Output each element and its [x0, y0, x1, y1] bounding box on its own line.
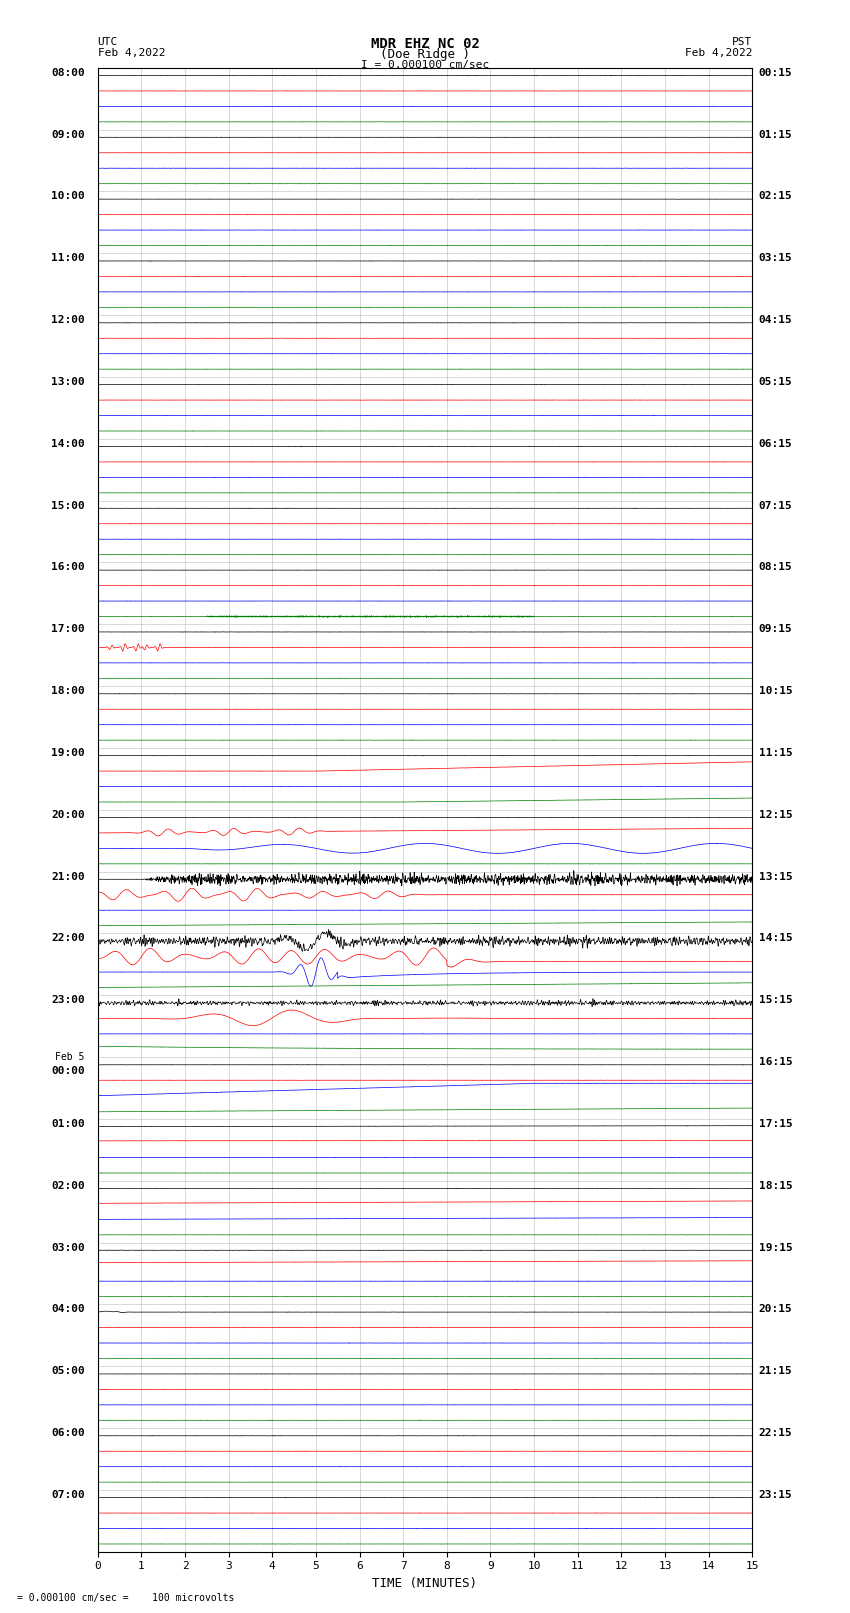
Text: 15:00: 15:00 [51, 500, 85, 511]
Text: 09:00: 09:00 [51, 129, 85, 140]
Text: 03:00: 03:00 [51, 1242, 85, 1253]
Text: 12:15: 12:15 [759, 810, 792, 819]
Text: 12:00: 12:00 [51, 315, 85, 326]
Text: 08:00: 08:00 [51, 68, 85, 77]
Text: MDR EHZ NC 02: MDR EHZ NC 02 [371, 37, 479, 52]
Text: 18:15: 18:15 [759, 1181, 792, 1190]
Text: 23:00: 23:00 [51, 995, 85, 1005]
Text: 15:15: 15:15 [759, 995, 792, 1005]
Text: Feb 5: Feb 5 [55, 1052, 85, 1061]
Text: 00:15: 00:15 [759, 68, 792, 77]
Text: 13:15: 13:15 [759, 871, 792, 882]
X-axis label: TIME (MINUTES): TIME (MINUTES) [372, 1578, 478, 1590]
Text: (Doe Ridge ): (Doe Ridge ) [380, 48, 470, 61]
Text: 17:15: 17:15 [759, 1119, 792, 1129]
Text: 18:00: 18:00 [51, 686, 85, 697]
Text: I = 0.000100 cm/sec: I = 0.000100 cm/sec [361, 60, 489, 69]
Text: 22:00: 22:00 [51, 934, 85, 944]
Text: 04:15: 04:15 [759, 315, 792, 326]
Text: 21:15: 21:15 [759, 1366, 792, 1376]
Text: 16:15: 16:15 [759, 1057, 792, 1068]
Text: 10:00: 10:00 [51, 192, 85, 202]
Text: 10:15: 10:15 [759, 686, 792, 697]
Text: 14:00: 14:00 [51, 439, 85, 448]
Text: 23:15: 23:15 [759, 1490, 792, 1500]
Text: 11:00: 11:00 [51, 253, 85, 263]
Text: 21:00: 21:00 [51, 871, 85, 882]
Text: 05:00: 05:00 [51, 1366, 85, 1376]
Text: UTC: UTC [98, 37, 118, 47]
Text: 07:15: 07:15 [759, 500, 792, 511]
Text: 09:15: 09:15 [759, 624, 792, 634]
Text: 20:15: 20:15 [759, 1305, 792, 1315]
Text: 00:00: 00:00 [51, 1066, 85, 1076]
Text: 03:15: 03:15 [759, 253, 792, 263]
Text: 01:15: 01:15 [759, 129, 792, 140]
Text: Feb 4,2022: Feb 4,2022 [685, 48, 752, 58]
Text: 17:00: 17:00 [51, 624, 85, 634]
Text: 01:00: 01:00 [51, 1119, 85, 1129]
Text: 08:15: 08:15 [759, 563, 792, 573]
Text: 20:00: 20:00 [51, 810, 85, 819]
Text: 14:15: 14:15 [759, 934, 792, 944]
Text: 07:00: 07:00 [51, 1490, 85, 1500]
Text: 02:15: 02:15 [759, 192, 792, 202]
Text: 11:15: 11:15 [759, 748, 792, 758]
Text: 19:15: 19:15 [759, 1242, 792, 1253]
Text: 06:00: 06:00 [51, 1428, 85, 1439]
Text: 06:15: 06:15 [759, 439, 792, 448]
Text: PST: PST [732, 37, 752, 47]
Text: 13:00: 13:00 [51, 377, 85, 387]
Text: 22:15: 22:15 [759, 1428, 792, 1439]
Text: 02:00: 02:00 [51, 1181, 85, 1190]
Text: 05:15: 05:15 [759, 377, 792, 387]
Text: Feb 4,2022: Feb 4,2022 [98, 48, 165, 58]
Text: 04:00: 04:00 [51, 1305, 85, 1315]
Text: = 0.000100 cm/sec =    100 microvolts: = 0.000100 cm/sec = 100 microvolts [17, 1594, 235, 1603]
Text: 16:00: 16:00 [51, 563, 85, 573]
Text: 19:00: 19:00 [51, 748, 85, 758]
